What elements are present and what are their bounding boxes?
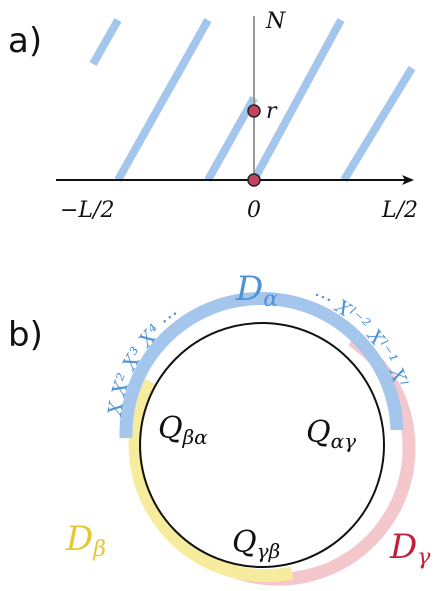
d-beta-sub: β bbox=[92, 537, 106, 562]
d-gamma-main: D bbox=[389, 527, 417, 567]
tick-zero: 0 bbox=[247, 198, 261, 223]
stripe-5 bbox=[340, 65, 416, 183]
stripe-2 bbox=[114, 18, 212, 182]
diagonal-stripes bbox=[89, 18, 416, 183]
q-gamma-beta-main: Q bbox=[232, 525, 257, 560]
stripe-4 bbox=[250, 18, 345, 182]
point-r bbox=[247, 104, 261, 118]
q-alpha-gamma-sub: αγ bbox=[331, 429, 357, 453]
tick-minus-l-half: −L/2 bbox=[60, 198, 114, 223]
d-gamma-sub: γ bbox=[417, 545, 431, 570]
d-alpha-label: Dα bbox=[235, 269, 278, 312]
d-alpha-sub: α bbox=[263, 287, 278, 312]
tick-l-half: L/2 bbox=[381, 198, 418, 223]
d-beta-label: Dβ bbox=[65, 519, 106, 562]
d-alpha-main: D bbox=[235, 269, 263, 309]
r-label: r bbox=[266, 99, 278, 124]
point-origin bbox=[247, 173, 261, 187]
panel-b-label: b) bbox=[8, 315, 43, 355]
q-beta-alpha-label: Qβα bbox=[158, 411, 208, 449]
panel-a-label: a) bbox=[8, 21, 42, 61]
q-beta-alpha-main: Q bbox=[158, 411, 183, 446]
ring bbox=[139, 322, 385, 568]
q-alpha-gamma-label: Qαγ bbox=[306, 415, 356, 453]
q-gamma-beta-sub: γβ bbox=[257, 539, 281, 563]
d-beta-main: D bbox=[65, 519, 93, 559]
q-alpha-gamma-main: Q bbox=[306, 415, 331, 450]
d-gamma-label: Dγ bbox=[389, 527, 431, 570]
q-gamma-beta-label: Qγβ bbox=[232, 525, 280, 563]
band-alpha bbox=[119, 292, 404, 439]
stripe-3 bbox=[204, 96, 258, 182]
q-beta-alpha-sub: βα bbox=[182, 425, 209, 449]
band-beta bbox=[128, 378, 294, 583]
n-axis-label: N bbox=[265, 9, 286, 34]
stripe-1 bbox=[89, 18, 122, 66]
